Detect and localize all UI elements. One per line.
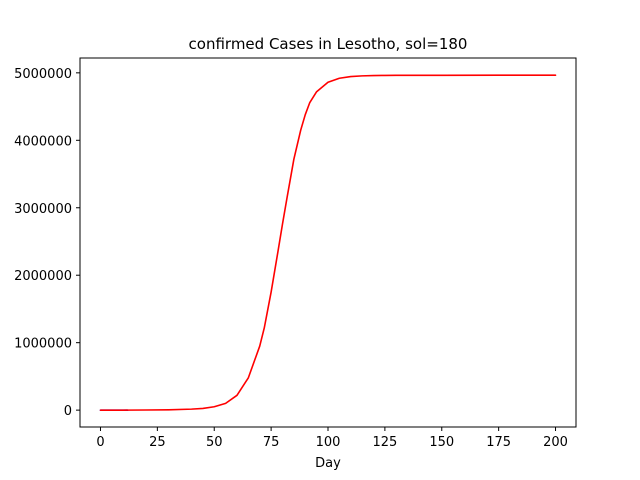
x-tick-label: 25: [149, 435, 166, 450]
series-line-2: [99, 74, 557, 411]
y-axis: 0 1000000 2000000 3000000 4000000 5000000: [14, 67, 80, 419]
plot-frame: [79, 57, 577, 428]
x-axis: 0 25 50 75 100 125 150 175 200: [96, 427, 568, 450]
y-tick-label: 1000000: [14, 337, 72, 352]
x-tick-label: 175: [486, 435, 511, 450]
series-layer: [99, 74, 557, 411]
y-tick-label: 4000000: [14, 134, 72, 149]
x-tick-label: 125: [372, 435, 397, 450]
y-tick-label: 0: [64, 404, 72, 419]
x-tick-label: 50: [206, 435, 223, 450]
x-tick-label: 75: [263, 435, 280, 450]
x-tick-label: 200: [543, 435, 568, 450]
y-tick-label: 2000000: [14, 269, 72, 284]
x-tick-label: 0: [96, 435, 104, 450]
y-tick-label: 3000000: [14, 202, 72, 217]
x-axis-label: Day: [315, 456, 341, 471]
x-tick-label: 100: [316, 435, 341, 450]
x-tick-label: 150: [429, 435, 454, 450]
y-tick-label: 5000000: [14, 67, 72, 82]
chart-title: confirmed Cases in Lesotho, sol=180: [189, 35, 468, 53]
